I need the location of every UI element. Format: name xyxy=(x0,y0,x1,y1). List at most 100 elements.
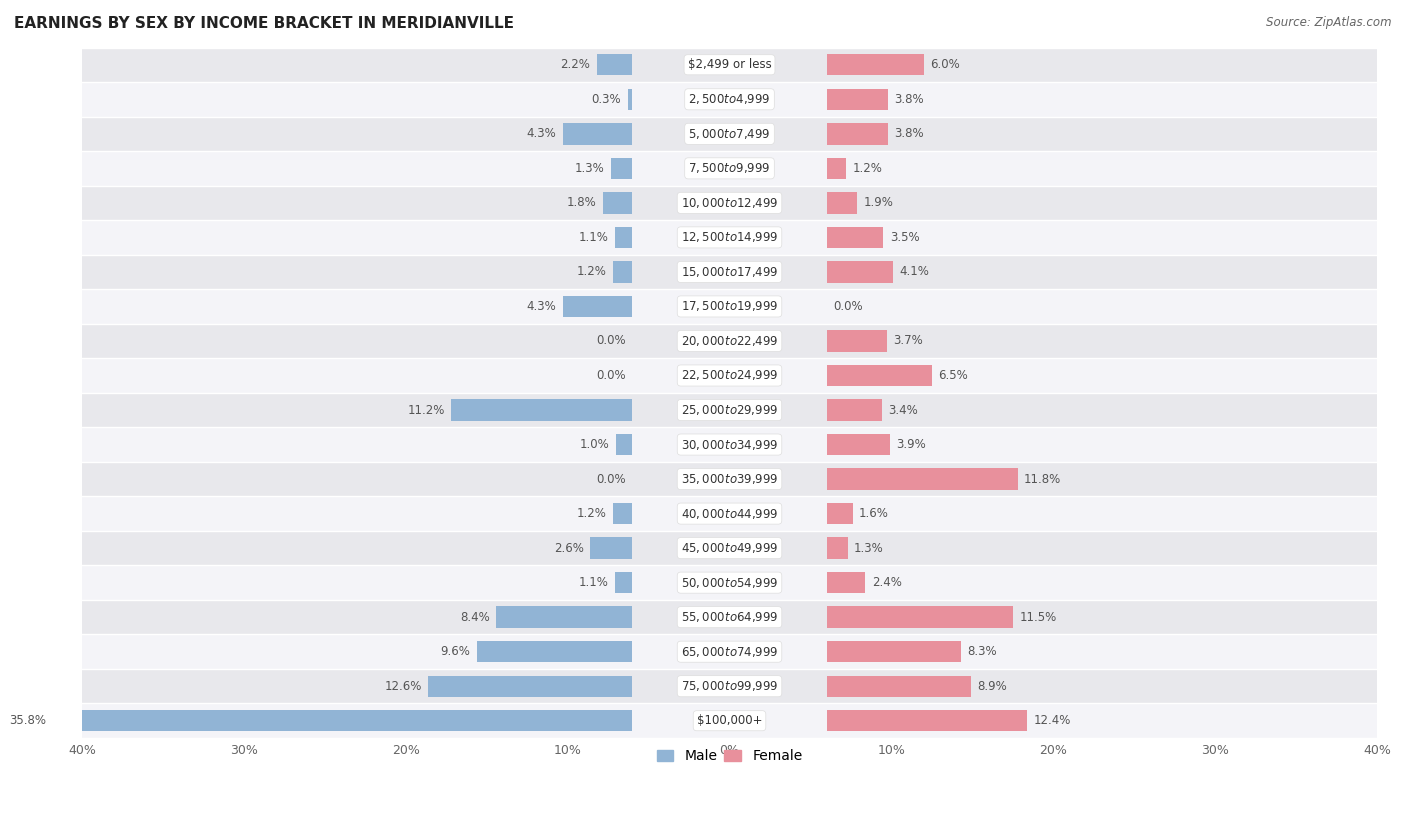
Text: $20,000 to $22,499: $20,000 to $22,499 xyxy=(681,334,779,348)
Text: $10,000 to $12,499: $10,000 to $12,499 xyxy=(681,196,779,210)
Bar xyxy=(82,359,1376,393)
Text: 3.5%: 3.5% xyxy=(890,231,920,244)
Bar xyxy=(562,123,633,145)
Bar xyxy=(591,537,633,559)
Bar xyxy=(82,496,1376,531)
Text: $15,000 to $17,499: $15,000 to $17,499 xyxy=(681,265,779,279)
Bar xyxy=(596,54,633,76)
Text: 1.9%: 1.9% xyxy=(863,197,894,210)
Text: $5,000 to $7,499: $5,000 to $7,499 xyxy=(689,127,770,141)
Bar xyxy=(827,158,846,179)
Text: $2,500 to $4,999: $2,500 to $4,999 xyxy=(689,93,770,107)
Text: $22,500 to $24,999: $22,500 to $24,999 xyxy=(681,368,779,382)
Bar xyxy=(451,399,633,420)
Text: 1.2%: 1.2% xyxy=(576,265,606,278)
Bar xyxy=(53,710,633,732)
Text: 1.8%: 1.8% xyxy=(567,197,596,210)
Bar xyxy=(827,123,889,145)
Bar xyxy=(627,89,633,110)
Bar xyxy=(827,399,882,420)
Text: 9.6%: 9.6% xyxy=(440,646,471,659)
Bar xyxy=(827,710,1028,732)
Text: $25,000 to $29,999: $25,000 to $29,999 xyxy=(681,403,778,417)
Text: 8.3%: 8.3% xyxy=(967,646,997,659)
Text: 11.5%: 11.5% xyxy=(1019,611,1056,624)
Text: 3.9%: 3.9% xyxy=(896,438,927,451)
Bar xyxy=(82,393,1376,428)
Bar xyxy=(612,158,633,179)
Bar xyxy=(827,89,889,110)
Bar xyxy=(82,151,1376,185)
Text: 0.0%: 0.0% xyxy=(596,369,626,382)
Text: 12.4%: 12.4% xyxy=(1033,715,1071,728)
Text: 8.9%: 8.9% xyxy=(977,680,1007,693)
Text: 1.1%: 1.1% xyxy=(578,231,609,244)
Text: 8.4%: 8.4% xyxy=(460,611,489,624)
Text: 3.4%: 3.4% xyxy=(889,403,918,416)
Bar xyxy=(827,227,883,248)
Text: 3.7%: 3.7% xyxy=(893,334,922,347)
Bar xyxy=(827,572,866,593)
Bar xyxy=(827,468,1018,489)
Text: 1.2%: 1.2% xyxy=(576,507,606,520)
Text: $7,500 to $9,999: $7,500 to $9,999 xyxy=(689,161,770,176)
Text: 35.8%: 35.8% xyxy=(10,715,46,728)
Bar xyxy=(827,54,924,76)
Bar xyxy=(82,47,1376,82)
Bar xyxy=(82,254,1376,289)
Text: $55,000 to $64,999: $55,000 to $64,999 xyxy=(681,611,779,624)
Text: $12,500 to $14,999: $12,500 to $14,999 xyxy=(681,230,779,245)
Bar xyxy=(82,324,1376,359)
Bar xyxy=(827,261,893,283)
Text: 6.5%: 6.5% xyxy=(938,369,969,382)
Text: 6.0%: 6.0% xyxy=(931,59,960,72)
Text: EARNINGS BY SEX BY INCOME BRACKET IN MERIDIANVILLE: EARNINGS BY SEX BY INCOME BRACKET IN MER… xyxy=(14,16,515,31)
Text: 0.0%: 0.0% xyxy=(834,300,863,313)
Bar xyxy=(82,185,1376,220)
Text: 11.8%: 11.8% xyxy=(1024,472,1062,485)
Text: $40,000 to $44,999: $40,000 to $44,999 xyxy=(681,506,779,520)
Bar xyxy=(827,434,890,455)
Legend: Male, Female: Male, Female xyxy=(651,744,808,769)
Text: 3.8%: 3.8% xyxy=(894,93,924,106)
Bar xyxy=(827,641,962,663)
Text: 2.6%: 2.6% xyxy=(554,541,583,554)
Bar xyxy=(82,82,1376,116)
Bar xyxy=(613,503,633,524)
Text: 2.2%: 2.2% xyxy=(561,59,591,72)
Text: 4.3%: 4.3% xyxy=(526,128,557,141)
Text: 1.2%: 1.2% xyxy=(852,162,883,175)
Bar xyxy=(827,606,1012,628)
Text: 1.0%: 1.0% xyxy=(579,438,610,451)
Bar xyxy=(429,676,633,697)
Text: $30,000 to $34,999: $30,000 to $34,999 xyxy=(681,437,779,451)
Bar xyxy=(82,669,1376,703)
Bar xyxy=(82,462,1376,496)
Text: 1.6%: 1.6% xyxy=(859,507,889,520)
Text: 4.1%: 4.1% xyxy=(900,265,929,278)
Bar xyxy=(82,565,1376,600)
Bar xyxy=(82,428,1376,462)
Bar xyxy=(477,641,633,663)
Bar xyxy=(82,116,1376,151)
Bar xyxy=(827,537,848,559)
Text: 4.3%: 4.3% xyxy=(526,300,557,313)
Text: $17,500 to $19,999: $17,500 to $19,999 xyxy=(681,299,779,314)
Bar xyxy=(562,296,633,317)
Bar xyxy=(827,192,858,214)
Text: 0.3%: 0.3% xyxy=(592,93,621,106)
Bar xyxy=(82,220,1376,254)
Text: $50,000 to $54,999: $50,000 to $54,999 xyxy=(681,576,779,589)
Bar xyxy=(82,634,1376,669)
Text: 1.1%: 1.1% xyxy=(578,576,609,589)
Bar xyxy=(827,365,932,386)
Text: 1.3%: 1.3% xyxy=(575,162,605,175)
Text: Source: ZipAtlas.com: Source: ZipAtlas.com xyxy=(1267,16,1392,29)
Text: 12.6%: 12.6% xyxy=(385,680,422,693)
Bar xyxy=(82,289,1376,324)
Bar xyxy=(616,434,633,455)
Bar xyxy=(496,606,633,628)
Text: 11.2%: 11.2% xyxy=(408,403,444,416)
Text: 0.0%: 0.0% xyxy=(596,334,626,347)
Bar xyxy=(827,676,970,697)
